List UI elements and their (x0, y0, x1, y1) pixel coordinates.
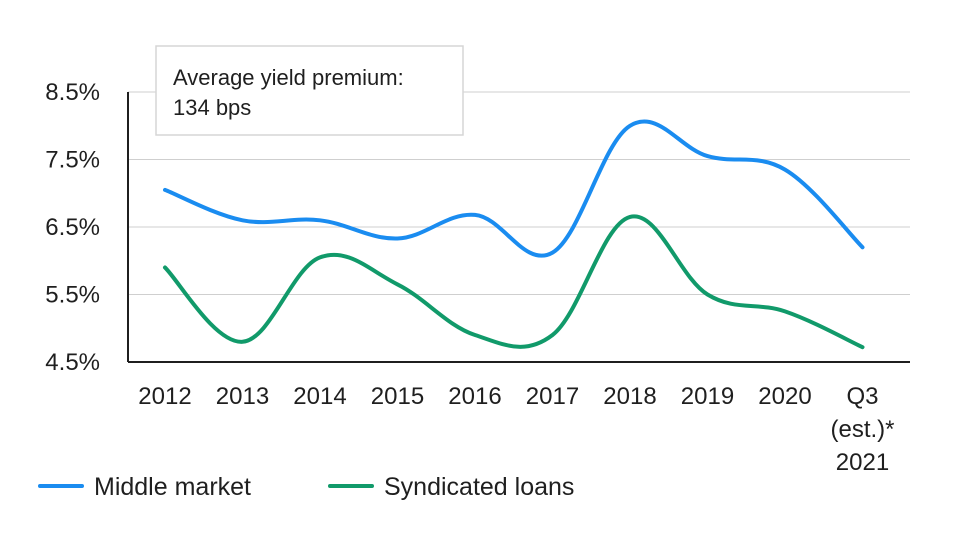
y-tick-label: 5.5% (45, 282, 100, 309)
x-tick-label: 2014 (293, 383, 346, 410)
x-tick-label-line: 2012 (138, 383, 191, 410)
y-tick-label: 8.5% (45, 79, 100, 106)
x-tick-label-line: 2014 (293, 383, 346, 410)
data-point-syndicated-loans (860, 345, 865, 349)
x-tick-label: 2019 (681, 383, 734, 410)
x-tick-label: Q3 (est.)* 2021 (830, 383, 894, 476)
data-point-middle-market (318, 218, 322, 222)
x-tick-label-line: 2015 (371, 383, 424, 410)
legend-label-syndicated-loans: Syndicated loans (384, 473, 574, 501)
x-tick-label: 2016 (448, 383, 501, 410)
x-tick-label: 2020 (758, 383, 811, 410)
x-tick-label-line: (est.)* (830, 416, 894, 443)
data-point-middle-market (473, 213, 477, 217)
data-point-syndicated-loans (163, 265, 167, 270)
data-point-syndicated-loans (705, 292, 710, 297)
y-tick-label: 6.5% (45, 214, 100, 241)
x-tick-label-line: 2013 (216, 383, 269, 410)
data-point-syndicated-loans (318, 255, 322, 259)
data-point-middle-market (860, 245, 865, 249)
data-point-middle-market (783, 168, 787, 172)
data-point-syndicated-loans (783, 309, 787, 313)
x-tick-label: 2017 (526, 383, 579, 410)
data-point-middle-market (628, 124, 632, 128)
x-tick-label-line: 2019 (681, 383, 734, 410)
data-point-syndicated-loans (240, 340, 245, 344)
data-point-syndicated-loans (550, 333, 555, 337)
annotation-box: Average yield premium: 134 bps (155, 45, 464, 136)
series-lines (163, 119, 865, 350)
x-tick-label-line: 2021 (836, 449, 889, 476)
x-tick-label-line: Q3 (846, 383, 878, 410)
legend: Middle market Syndicated loans (38, 473, 574, 501)
gridlines (128, 91, 910, 295)
x-tick-label-line: 2017 (526, 383, 579, 410)
x-axis-ticks: 2012 2013 2014 2015 2016 2017 2018 2019 2020 Q3 (e… (138, 383, 894, 476)
series-line-middle-market (163, 119, 865, 258)
x-tick-label: 2015 (371, 383, 424, 410)
y-tick-label: 4.5% (45, 349, 100, 376)
legend-label-middle-market: Middle market (94, 473, 251, 501)
data-point-syndicated-loans (473, 333, 477, 337)
data-point-middle-market (550, 251, 555, 255)
annotation-border (155, 45, 464, 136)
data-point-middle-market (240, 218, 245, 222)
x-tick-label-line: 2016 (448, 383, 501, 410)
x-tick-label-line: 2018 (603, 383, 656, 410)
data-point-middle-market (705, 154, 710, 158)
x-tick-label: 2012 (138, 383, 191, 410)
x-tick-label-line: 2020 (758, 383, 811, 410)
data-point-middle-market (395, 236, 400, 241)
annotation-line-2: 134 bps (173, 95, 251, 120)
x-tick-label: 2013 (216, 383, 269, 410)
data-point-middle-market (163, 188, 167, 192)
series-line-syndicated-loans (163, 214, 865, 350)
annotation-line-1: Average yield premium: (173, 65, 404, 90)
data-point-syndicated-loans (395, 282, 400, 286)
data-point-syndicated-loans (628, 215, 632, 219)
y-tick-label: 7.5% (45, 147, 100, 174)
x-tick-label: 2018 (603, 383, 656, 410)
y-axis-ticks: 8.5% 7.5% 6.5% 5.5% 4.5% (45, 79, 100, 376)
